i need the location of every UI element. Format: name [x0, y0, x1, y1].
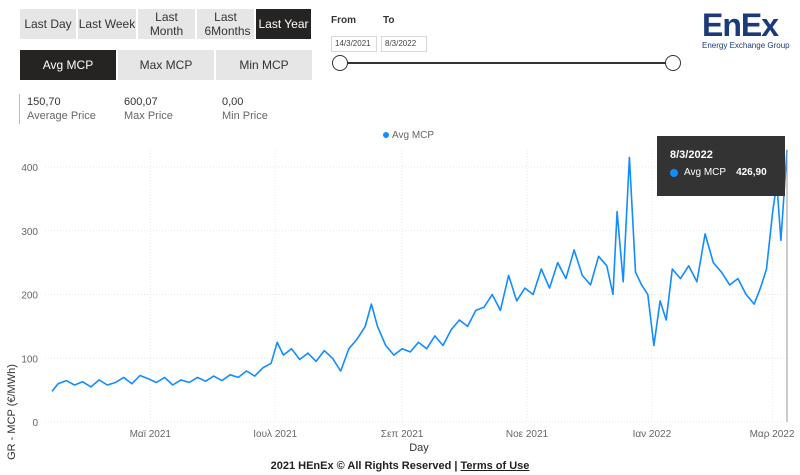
- y-axis-title: GR - MCP (€/MWh): [6, 364, 18, 460]
- legend-label: Avg MCP: [392, 130, 434, 141]
- average-price-stat: 150,70 Average Price: [27, 95, 96, 123]
- to-date-input[interactable]: 8/3/2022: [381, 36, 427, 52]
- y-tick-label: 300: [21, 227, 38, 238]
- date-slider-start-handle[interactable]: [332, 55, 348, 71]
- avg-mcp-button[interactable]: Avg MCP: [19, 49, 117, 81]
- last-day-button[interactable]: Last Day: [19, 8, 77, 40]
- max-mcp-label: Max MCP: [139, 58, 193, 72]
- x-tick-label: Σεπ 2021: [381, 429, 424, 440]
- legend-dot: [383, 132, 389, 138]
- x-tick-label: Μαϊ 2021: [130, 429, 172, 440]
- enex-logo: EnEx Energy Exchange Group: [702, 8, 797, 58]
- from-label: From: [331, 15, 356, 26]
- x-tick-label: Ιαν 2022: [633, 429, 672, 440]
- x-tick-label: Νοε 2021: [506, 429, 549, 440]
- last-month-label: Last Month: [149, 10, 184, 38]
- last-day-label: Last Day: [24, 17, 72, 31]
- y-tick-label: 400: [21, 163, 38, 174]
- last-6months-label: Last 6Months: [204, 10, 251, 38]
- tooltip-series-name: Avg MCP: [684, 167, 727, 178]
- avg-mcp-series-line: [51, 149, 788, 392]
- y-tick-label: 0: [32, 418, 38, 429]
- max-mcp-button[interactable]: Max MCP: [117, 49, 215, 81]
- last-week-label: Last Week: [78, 17, 136, 31]
- last-month-button[interactable]: Last Month: [137, 8, 196, 40]
- x-axis-title: Day: [409, 442, 429, 454]
- min-price-stat: 0,00 Min Price: [222, 95, 268, 123]
- min-mcp-button[interactable]: Min MCP: [215, 49, 313, 81]
- last-week-button[interactable]: Last Week: [77, 8, 137, 40]
- average-price-label: Average Price: [27, 110, 96, 122]
- chart-tooltip: 8/3/2022 Avg MCP 426,90: [657, 136, 785, 196]
- copyright-text: 2021 HEnEx © All Rights Reserved |: [270, 460, 461, 472]
- x-tick-label: Μαρ 2022: [750, 429, 795, 440]
- date-slider-track[interactable]: [340, 62, 672, 64]
- y-tick-label: 200: [21, 291, 38, 302]
- max-price-label: Max Price: [124, 110, 173, 122]
- min-mcp-label: Min MCP: [239, 58, 289, 72]
- tooltip-series-dot: [670, 168, 678, 177]
- x-tick-label: Ιουλ 2021: [253, 429, 297, 440]
- date-slider-end-handle[interactable]: [665, 55, 681, 71]
- last-year-label: Last Year: [258, 17, 309, 31]
- legend: Avg MCP: [383, 130, 434, 141]
- x-axis-ticks: Μαϊ 2021 Ιουλ 2021 Σεπ 2021 Νοε 2021 Ιαν 202…: [130, 429, 795, 440]
- avg-mcp-label: Avg MCP: [42, 58, 94, 72]
- last-year-button[interactable]: Last Year: [255, 8, 312, 40]
- footer: 2021 HEnEx © All Rights Reserved | Terms…: [0, 460, 800, 472]
- tooltip-value: 426,90: [736, 167, 767, 178]
- stats-divider: [19, 94, 20, 124]
- min-price-label: Min Price: [222, 110, 268, 122]
- last-6months-button[interactable]: Last 6Months: [196, 8, 255, 40]
- max-price-stat: 600,07 Max Price: [124, 95, 173, 123]
- logo-subtitle: Energy Exchange Group: [702, 41, 790, 50]
- terms-of-use-link[interactable]: Terms of Use: [460, 460, 530, 472]
- to-label: To: [383, 15, 395, 26]
- y-tick-label: 100: [21, 354, 38, 365]
- logo-main-text: EnEx: [702, 7, 779, 43]
- y-axis-ticks: 0 100 200 300 400: [21, 163, 38, 429]
- min-price-value: 0,00: [222, 96, 244, 108]
- max-price-value: 600,07: [124, 96, 158, 108]
- from-date-input[interactable]: 14/3/2021: [331, 36, 377, 52]
- average-price-value: 150,70: [27, 96, 61, 108]
- tooltip-date: 8/3/2022: [670, 149, 713, 161]
